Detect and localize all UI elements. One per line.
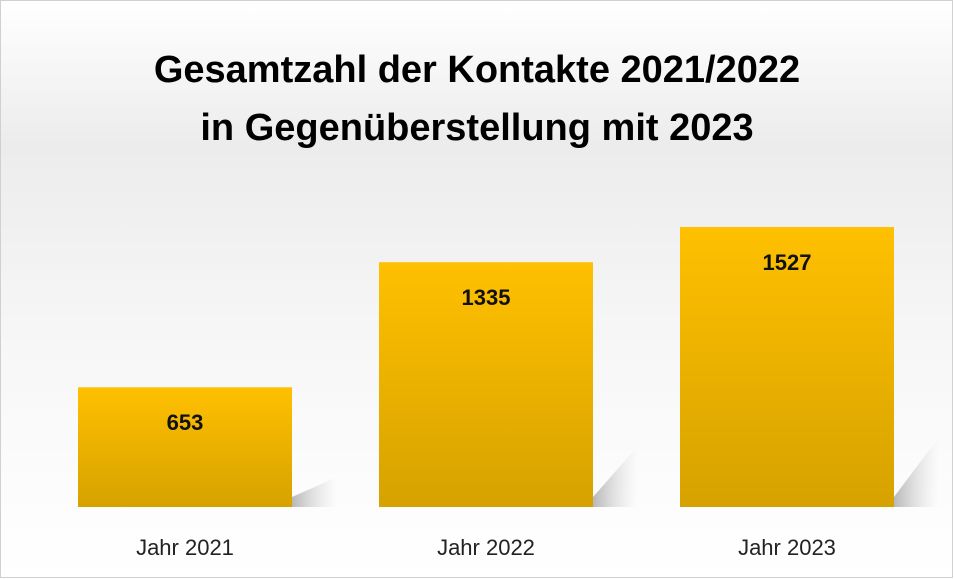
value-label: 1335 xyxy=(462,285,511,310)
x-tick-label: Jahr 2023 xyxy=(738,535,836,560)
bar-shadow xyxy=(894,437,939,507)
value-label: 1527 xyxy=(763,250,812,275)
chart-title: in Gegenüberstellung mit 2023 xyxy=(200,107,753,149)
bar-shadow xyxy=(593,445,638,507)
bar xyxy=(379,262,593,507)
bar xyxy=(680,227,894,507)
value-label: 653 xyxy=(167,410,204,435)
bar-shadow xyxy=(292,477,337,507)
bar xyxy=(78,387,292,507)
x-tick-label: Jahr 2022 xyxy=(437,535,535,560)
x-tick-label: Jahr 2021 xyxy=(136,535,234,560)
chart-title: Gesamtzahl der Kontakte 2021/2022 xyxy=(154,49,800,91)
